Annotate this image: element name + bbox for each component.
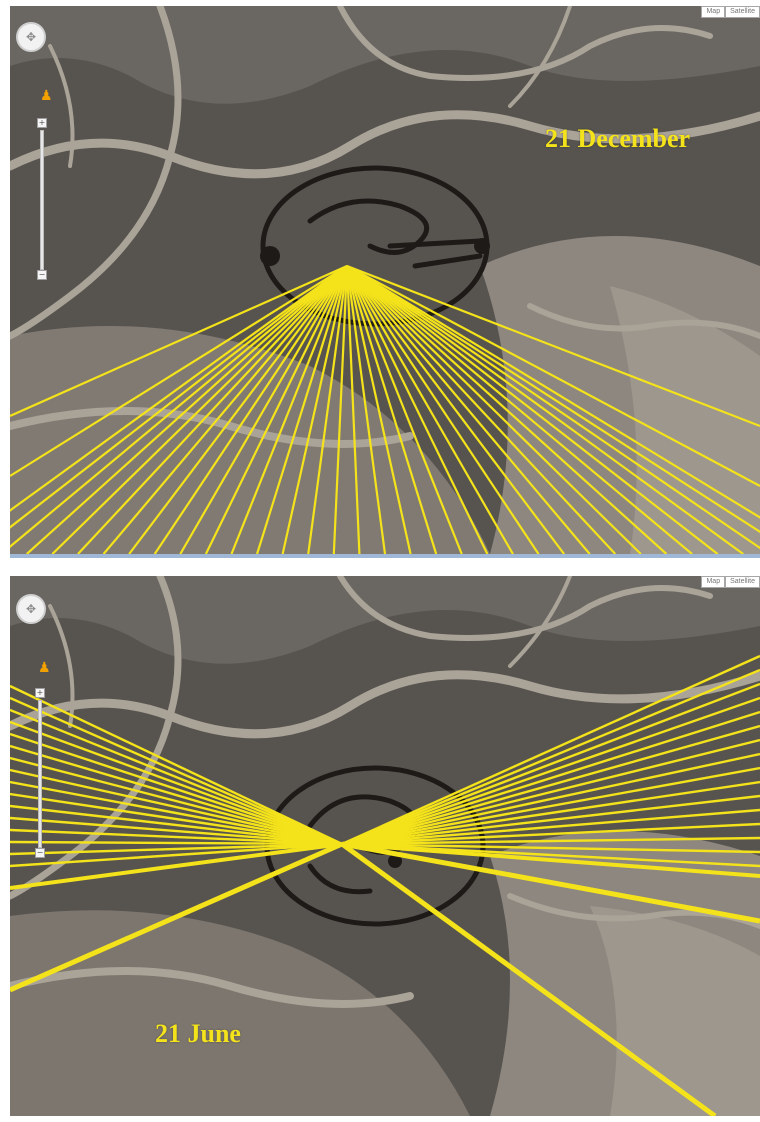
pegman-icon[interactable]: ♟ <box>40 86 52 106</box>
map-type-control: Map Satellite <box>701 576 760 588</box>
panel-divider <box>10 554 760 558</box>
map-type-map-button[interactable]: Map <box>701 576 725 588</box>
satellite-image-december <box>10 6 760 554</box>
pan-control-icon[interactable]: ✥ <box>16 594 46 624</box>
map-type-satellite-button[interactable]: Satellite <box>725 576 760 588</box>
pan-control-icon[interactable]: ✥ <box>16 22 46 52</box>
map-type-satellite-button[interactable]: Satellite <box>725 6 760 18</box>
date-label-june: 21 June <box>155 1019 241 1049</box>
zoom-slider-icon[interactable] <box>38 700 42 848</box>
map-panel-june[interactable]: ✥ ♟ + − Map Satellite 21 June <box>10 576 760 1116</box>
pegman-icon[interactable]: ♟ <box>38 658 50 678</box>
zoom-in-button[interactable]: + <box>37 118 47 128</box>
satellite-image-june <box>10 576 760 1116</box>
zoom-in-button[interactable]: + <box>35 688 45 698</box>
date-label-december: 21 December <box>545 124 690 154</box>
map-type-control: Map Satellite <box>701 6 760 18</box>
zoom-out-button[interactable]: − <box>37 270 47 280</box>
map-panel-december[interactable]: ✥ ♟ + − Map Satellite 21 December <box>10 6 760 554</box>
zoom-slider-icon[interactable] <box>40 130 44 270</box>
zoom-out-button[interactable]: − <box>35 848 45 858</box>
map-type-map-button[interactable]: Map <box>701 6 725 18</box>
